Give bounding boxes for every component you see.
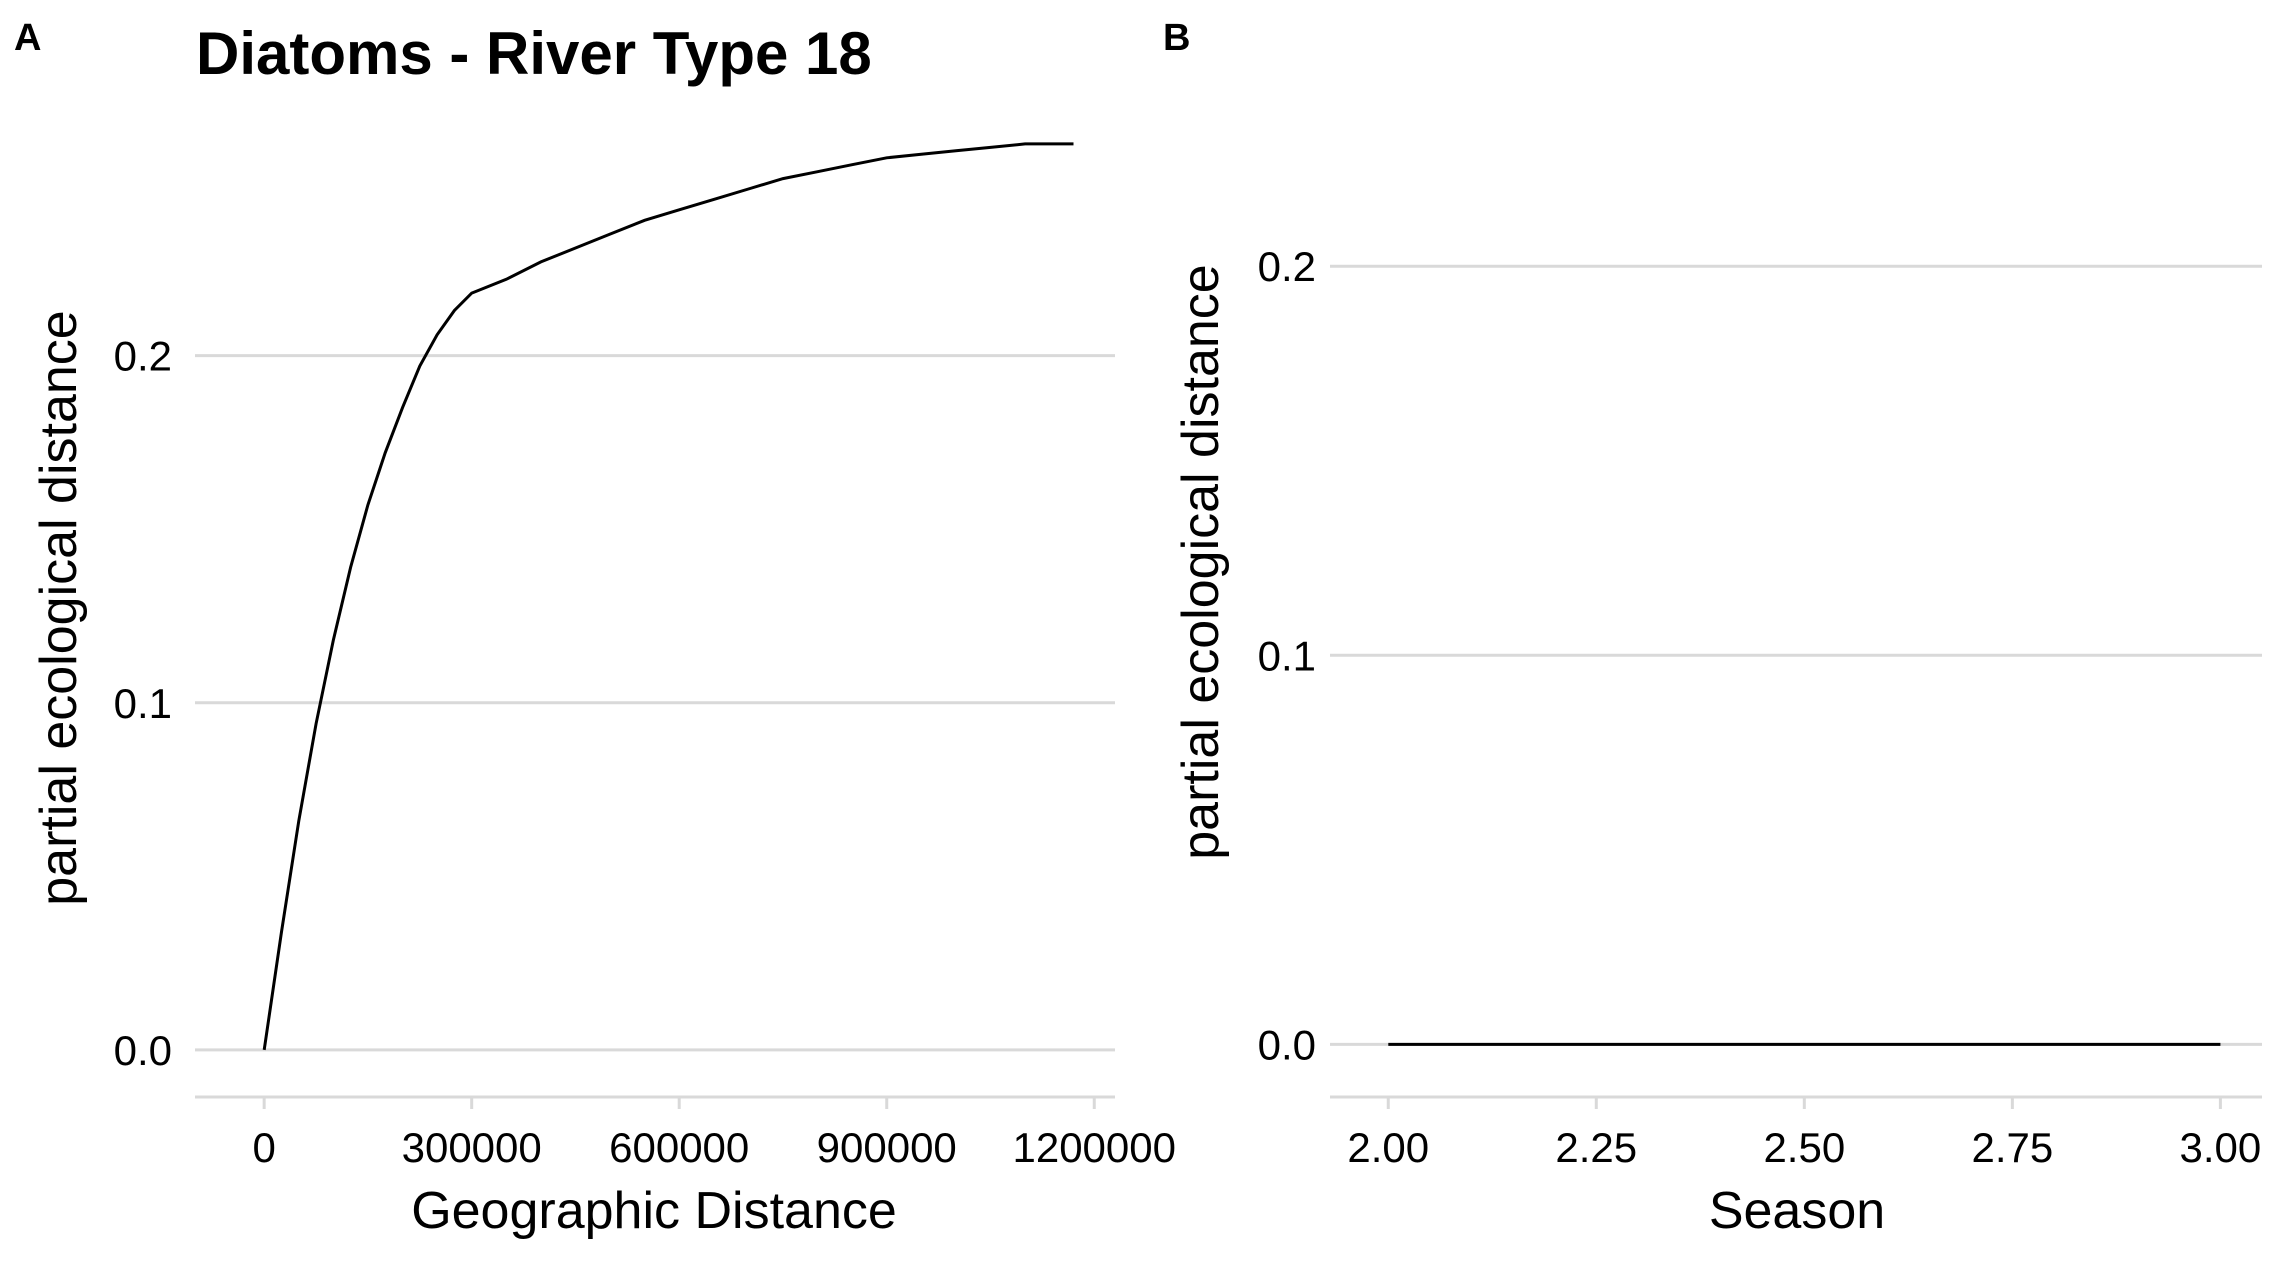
x-tick-label-a: 0	[252, 1124, 275, 1171]
x-tick-labels-b: 2.00 2.25 2.50 2.75 3.00	[1347, 1124, 2261, 1171]
y-tick-label-a: 0.2	[114, 333, 172, 380]
panel-b: B 2.00 2.25 2.50 2.75 3.00 0.00.10.2 Season …	[1163, 17, 2262, 1240]
panel-a: A Diatoms - River Type 18 0 300000 600000 9…	[14, 17, 1176, 1240]
y-tick-labels-b: 0.0 0.1 0.2	[1258, 243, 1316, 1068]
x-tick-label-b: 3.00	[2180, 1124, 2262, 1171]
y-tick-label-b: 0.0	[1258, 1021, 1316, 1068]
x-tick-label-a: 900000	[817, 1124, 957, 1171]
gridlines-b	[1330, 264, 2262, 1046]
x-tick-labels-a: 0 300000 600000 900000 1200000	[252, 1124, 1176, 1171]
series-line-a	[262, 142, 1074, 1051]
y-tick-label-a: 0.0	[114, 1027, 172, 1074]
gridlines-a	[195, 354, 1115, 1052]
x-axis-b	[1330, 1095, 2262, 1109]
y-tick-label-b: 0.2	[1258, 243, 1316, 290]
y-axis-label-b: partial ecological distance	[1172, 264, 1230, 859]
x-axis-a	[195, 1095, 1115, 1109]
x-tick-label-b: 2.50	[1763, 1124, 1845, 1171]
x-axis-label-a: Geographic Distance	[411, 1182, 897, 1240]
y-tick-label-b: 0.1	[1258, 632, 1316, 679]
y-axis-label-a: partial ecological distance	[30, 310, 88, 905]
y-tick-labels-a: 0.0 0.1 0.2	[114, 333, 172, 1074]
x-tick-label-b: 2.00	[1347, 1124, 1429, 1171]
x-tick-label-a: 600000	[609, 1124, 749, 1171]
x-tick-label-b: 2.75	[1971, 1124, 2053, 1171]
x-axis-label-b: Season	[1709, 1182, 1885, 1240]
y-tick-label-a: 0.1	[114, 680, 172, 727]
panel-label-b: B	[1163, 17, 1190, 59]
x-tick-label-b: 2.25	[1555, 1124, 1637, 1171]
panel-label-a: A	[14, 17, 41, 59]
x-tick-label-a: 1200000	[1012, 1124, 1176, 1171]
x-tick-label-a: 300000	[402, 1124, 542, 1171]
chart-title: Diatoms - River Type 18	[196, 20, 872, 87]
